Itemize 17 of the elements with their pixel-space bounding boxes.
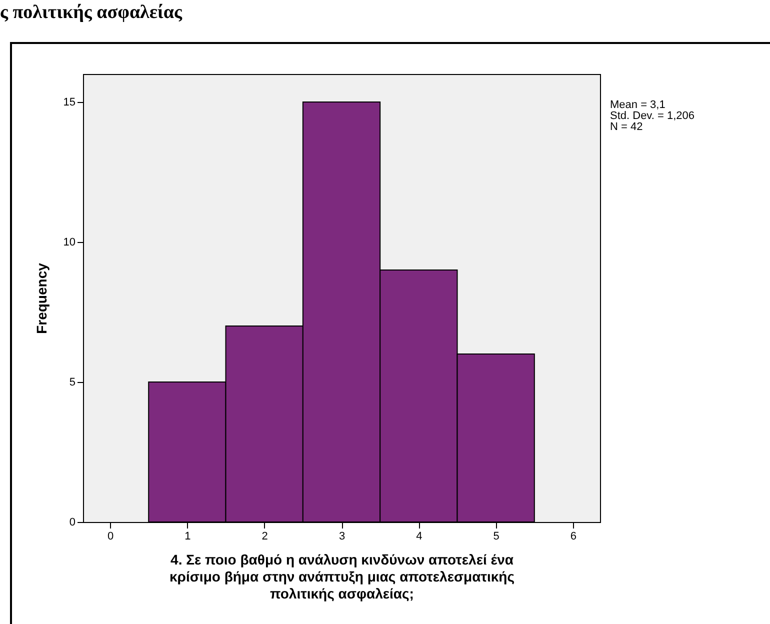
- x-tick-label: 6: [570, 530, 577, 542]
- y-tick-label: 0: [69, 516, 76, 528]
- x-tick-label: 4: [416, 530, 422, 542]
- x-axis-title: 4. Σε ποιο βαθμό η ανάλυση κινδύνων αποτελεί ένα κρίσιμο βήμα στην ανάπτυξη μιας αποτελεσματικής πολιτικής ασφαλείας;: [169, 552, 515, 602]
- x-tick-label: 1: [184, 530, 191, 542]
- text: Std. Dev. = 1,206: [610, 110, 694, 122]
- x-tick-label: 2: [262, 530, 268, 542]
- y-tick-label: 10: [63, 236, 76, 248]
- x-tick-label: 3: [338, 530, 346, 542]
- y-axis-title: Frequency: [33, 262, 50, 334]
- text: N = 42: [610, 121, 644, 133]
- x-tick-label: 5: [493, 530, 500, 542]
- text: Mean = 3,1: [610, 99, 666, 111]
- x-tick-label: 0: [107, 530, 114, 542]
- y-tick-label: 5: [69, 376, 76, 388]
- y-tick-label: 15: [63, 96, 76, 108]
- chart-title: ς πολιτικής ασφαλείας: [0, 2, 182, 24]
